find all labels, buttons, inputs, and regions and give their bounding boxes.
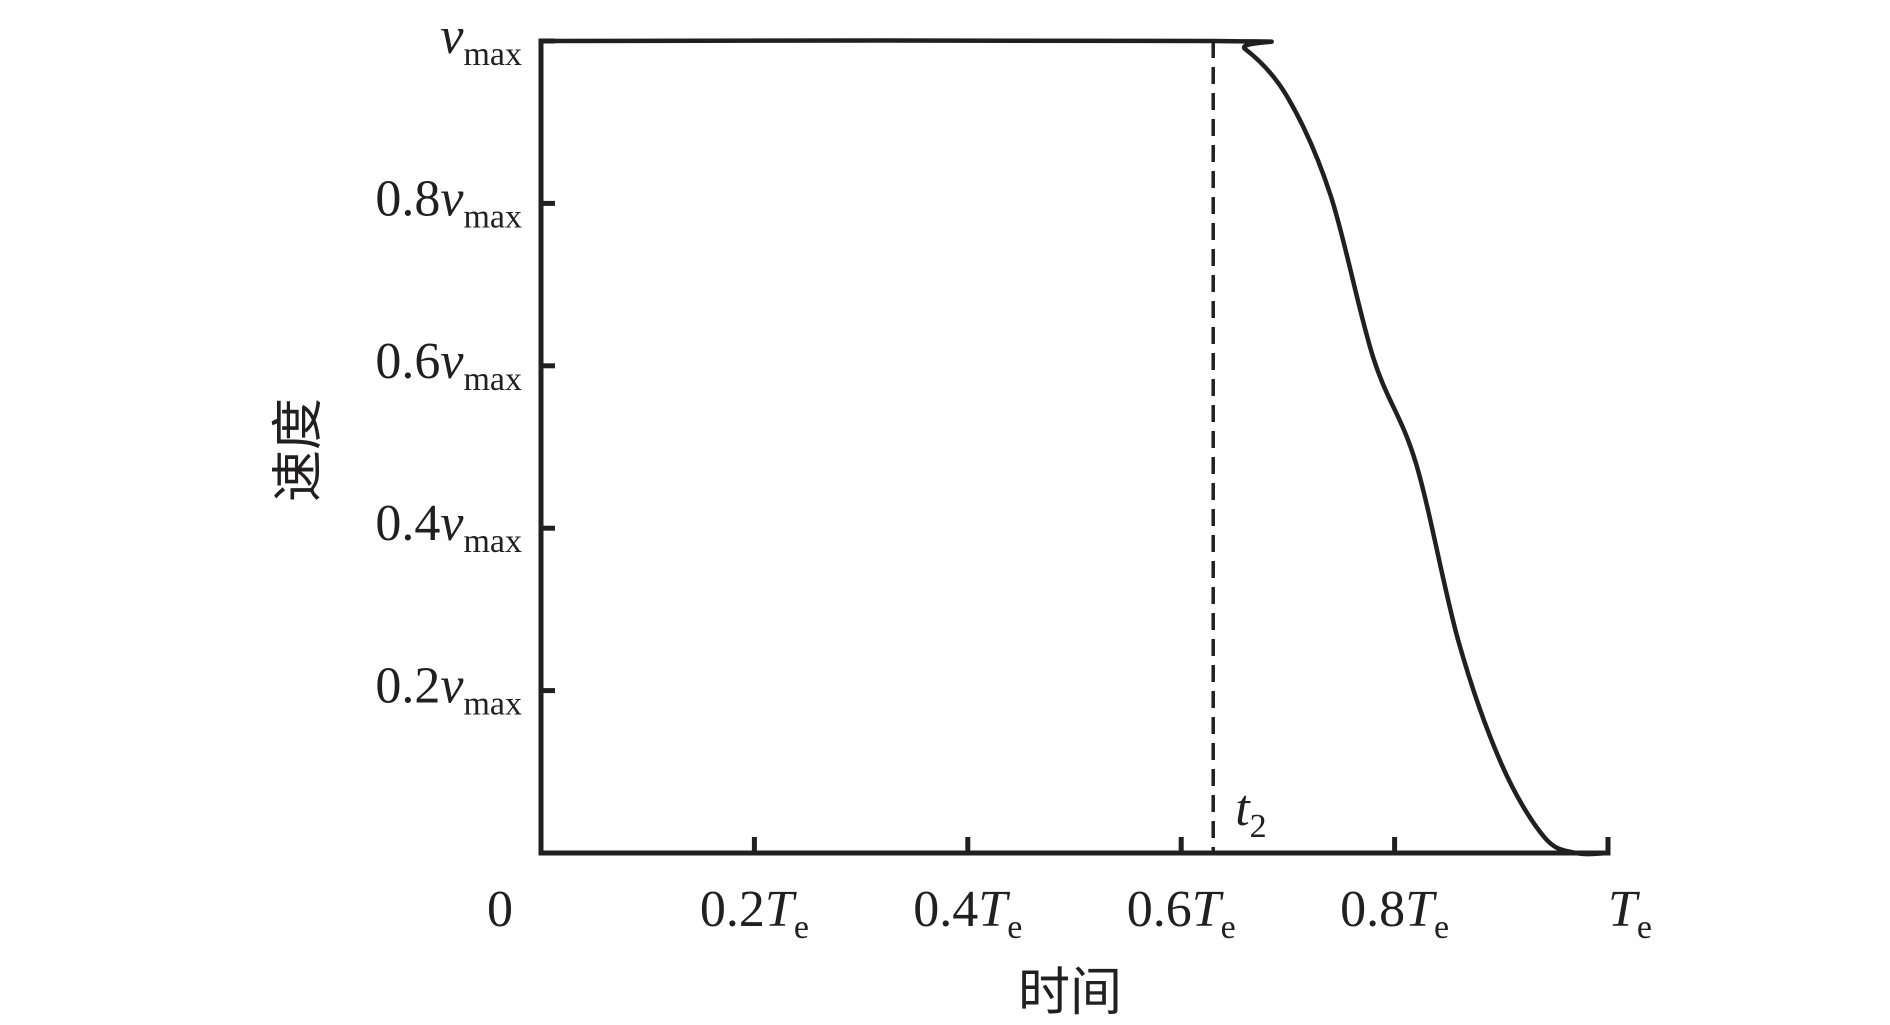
reference-line-label: t2 xyxy=(1235,780,1266,845)
y-tick-label: 0.4vmax xyxy=(375,495,522,560)
tick-label-subscript: e xyxy=(1007,909,1022,946)
tick-label-subscript: e xyxy=(1221,909,1236,946)
tick-label-subscript: max xyxy=(463,523,522,560)
x-axis-title: 时间 xyxy=(1018,965,1122,1022)
tick-label-coef: 0.6 xyxy=(375,333,440,390)
velocity-curve xyxy=(540,38,1609,857)
tick-label-variable: T xyxy=(1608,881,1640,938)
tick-label-coef: 0.2 xyxy=(375,658,440,715)
tick-label-subscript: max xyxy=(463,198,522,235)
tick-label-variable: v xyxy=(440,495,464,552)
tick-label-coef: 0.6 xyxy=(1127,881,1192,938)
tick-label-variable: v xyxy=(440,170,464,227)
y-tick-label: vmax xyxy=(440,8,522,73)
tick-label-variable: T xyxy=(1405,881,1437,938)
tick-label-variable: v xyxy=(440,8,464,65)
x-tick-label: 0 xyxy=(487,881,513,938)
reference-line-label-variable: t xyxy=(1235,780,1251,837)
tick-label-subscript: e xyxy=(1434,909,1449,946)
y-tick-label: 0.6vmax xyxy=(375,333,522,398)
tick-label-coef: 0.2 xyxy=(700,881,765,938)
reference-line-label-subscript: 2 xyxy=(1250,808,1267,845)
tick-label-coef: 0.8 xyxy=(375,170,440,227)
x-tick-label: 0.8Te xyxy=(1340,881,1449,946)
tick-label-variable: v xyxy=(440,658,464,715)
tick-label-coef: 0.4 xyxy=(375,495,440,552)
tick-label-subscript: max xyxy=(463,36,522,73)
tick-label-subscript: e xyxy=(1637,909,1652,946)
x-tick-label: 0.2Te xyxy=(700,881,809,946)
tick-label-subscript: e xyxy=(794,909,809,946)
tick-label-coef: 0 xyxy=(487,881,513,938)
tick-label-variable: v xyxy=(440,333,464,390)
x-axis-ticks: 0 0.2Te 0.4Te 0.6Te 0.8Te Te xyxy=(487,837,1652,946)
tick-label-variable: T xyxy=(765,881,797,938)
annotation-layer: t2 xyxy=(1211,41,1267,853)
tick-label-variable: T xyxy=(1192,881,1224,938)
tick-label-subscript: max xyxy=(463,686,522,723)
tick-label-coef: 0.4 xyxy=(913,881,978,938)
tick-label-subscript: max xyxy=(463,361,522,398)
tick-label-variable: T xyxy=(978,881,1010,938)
x-tick-label: 0.6Te xyxy=(1127,881,1236,946)
y-axis-title: 速度 xyxy=(271,398,328,502)
y-tick-label: 0.2vmax xyxy=(375,658,522,723)
x-tick-label: 0.4Te xyxy=(913,881,1022,946)
x-tick-label: Te xyxy=(1608,881,1652,946)
series-layer xyxy=(540,38,1609,857)
y-tick-label: 0.8vmax xyxy=(375,170,522,235)
tick-label-coef: 0.8 xyxy=(1340,881,1405,938)
